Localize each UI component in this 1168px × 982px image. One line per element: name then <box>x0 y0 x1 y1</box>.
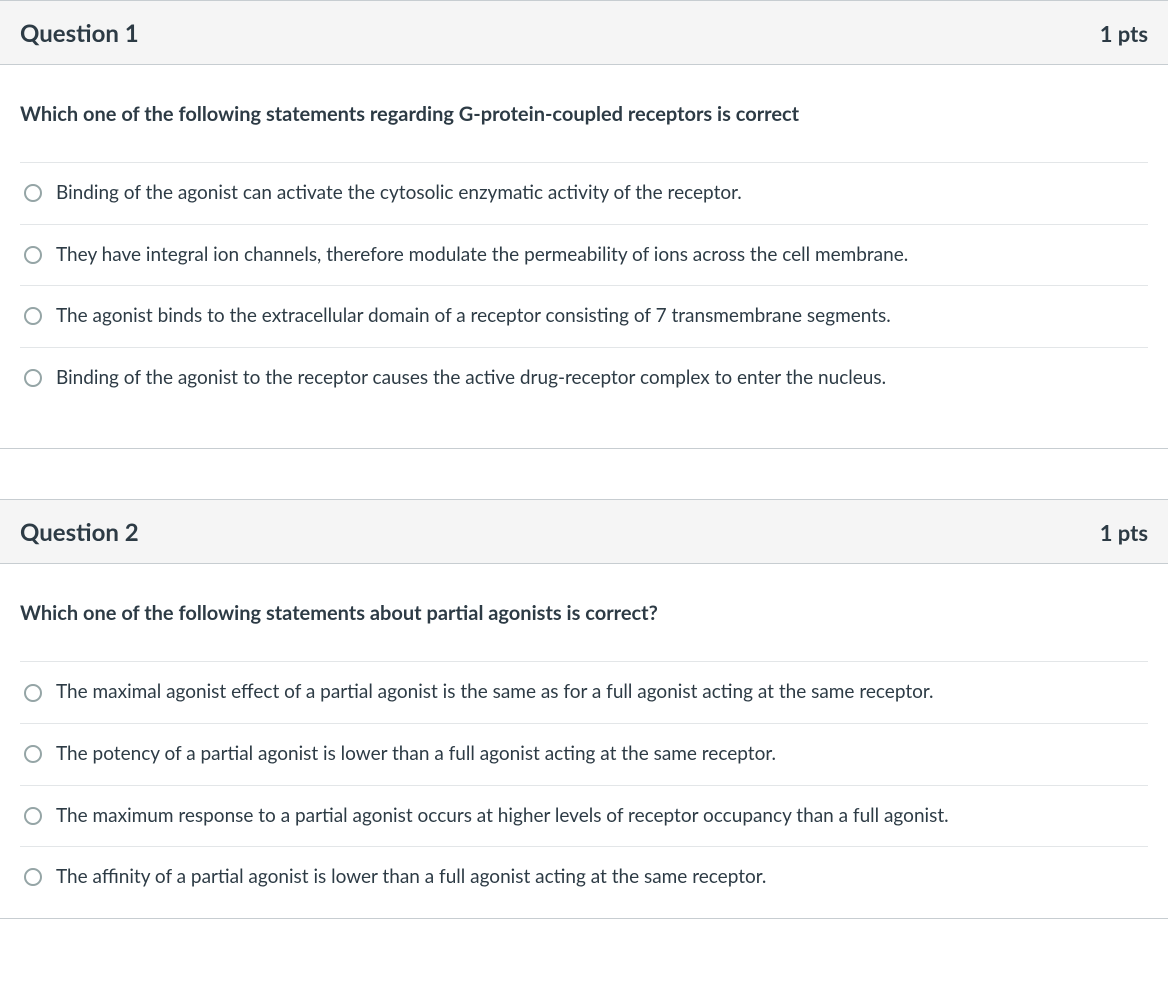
radio-icon[interactable] <box>24 745 42 763</box>
question-body: Which one of the following statements ab… <box>0 564 1168 917</box>
answer-text: They have integral ion channels, therefo… <box>56 242 908 269</box>
answer-option[interactable]: They have integral ion channels, therefo… <box>20 225 1148 287</box>
question-header: Question 2 1 pts <box>0 500 1168 564</box>
answer-option[interactable]: The agonist binds to the extracellular d… <box>20 286 1148 348</box>
question-body: Which one of the following statements re… <box>0 65 1168 448</box>
question-header: Question 1 1 pts <box>0 1 1168 65</box>
radio-icon[interactable] <box>24 684 42 702</box>
answer-text: Binding of the agonist to the receptor c… <box>56 365 886 392</box>
question-points: 1 pts <box>1100 519 1148 546</box>
radio-icon[interactable] <box>24 307 42 325</box>
question-points: 1 pts <box>1100 20 1148 47</box>
answer-text: The potency of a partial agonist is lowe… <box>56 741 776 768</box>
question-block: Question 1 1 pts Which one of the follow… <box>0 0 1168 449</box>
answer-option[interactable]: Binding of the agonist can activate the … <box>20 163 1148 225</box>
question-title: Question 2 <box>20 518 139 547</box>
answer-option[interactable]: Binding of the agonist to the receptor c… <box>20 348 1148 409</box>
answer-text: The maximum response to a partial agonis… <box>56 803 949 830</box>
question-stem: Which one of the following statements ab… <box>20 600 1148 627</box>
question-block: Question 2 1 pts Which one of the follow… <box>0 499 1168 918</box>
answer-option[interactable]: The maximal agonist effect of a partial … <box>20 662 1148 724</box>
answer-text: Binding of the agonist can activate the … <box>56 180 742 207</box>
radio-icon[interactable] <box>24 369 42 387</box>
radio-icon[interactable] <box>24 868 42 886</box>
answer-option[interactable]: The affinity of a partial agonist is low… <box>20 847 1148 908</box>
answers-list: The maximal agonist effect of a partial … <box>20 661 1148 907</box>
question-title: Question 1 <box>20 19 139 48</box>
radio-icon[interactable] <box>24 807 42 825</box>
answers-list: Binding of the agonist can activate the … <box>20 162 1148 408</box>
answer-text: The affinity of a partial agonist is low… <box>56 864 766 891</box>
answer-option[interactable]: The maximum response to a partial agonis… <box>20 786 1148 848</box>
answer-text: The maximal agonist effect of a partial … <box>56 679 934 706</box>
answer-text: The agonist binds to the extracellular d… <box>56 303 891 330</box>
radio-icon[interactable] <box>24 246 42 264</box>
radio-icon[interactable] <box>24 184 42 202</box>
answer-option[interactable]: The potency of a partial agonist is lowe… <box>20 724 1148 786</box>
question-stem: Which one of the following statements re… <box>20 101 1148 128</box>
spacer <box>20 408 1148 438</box>
